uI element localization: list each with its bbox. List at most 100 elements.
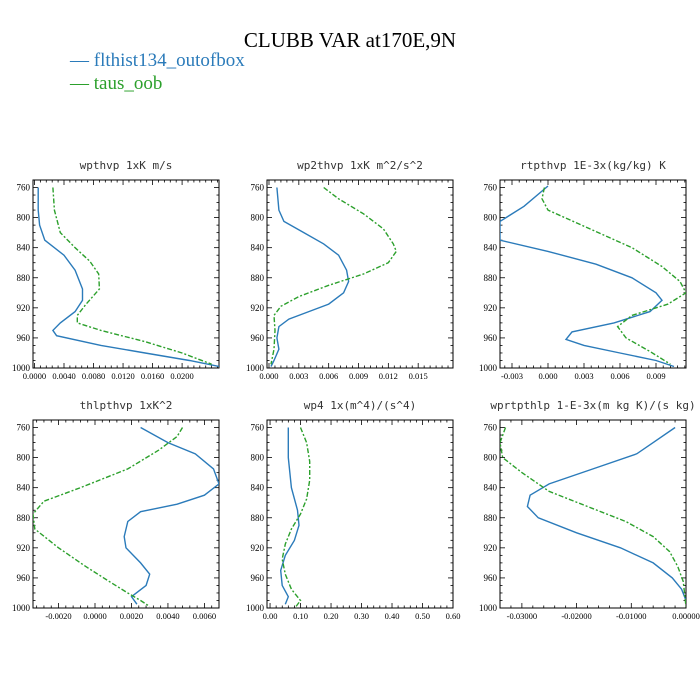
series-line-flthist134_outofbox [123, 426, 219, 605]
x-tick-label: 0.003 [289, 371, 308, 381]
y-tick-label: 800 [17, 453, 31, 463]
plot-frame [266, 419, 454, 609]
y-tick-label: 920 [17, 303, 31, 313]
y-tick-label: 960 [484, 333, 498, 343]
x-tick-label: 0.10 [293, 611, 308, 621]
plot-frame [266, 179, 454, 369]
series-line-flthist134_outofbox [500, 185, 675, 368]
series-line-flthist134_outofbox [526, 426, 686, 601]
x-tick-label: 0.0200 [170, 371, 193, 381]
y-tick-label: 840 [17, 483, 31, 493]
figure-title: CLUBB VAR at170E,9N [243, 28, 457, 52]
series-line-taus_oob [281, 427, 311, 607]
x-tick-label: 0.0000 [83, 611, 106, 621]
y-tick-label: 1000 [246, 603, 265, 613]
x-tick-label: 0.000 [259, 371, 278, 381]
y-tick-label: 840 [17, 243, 31, 253]
y-tick-label: 880 [484, 513, 498, 523]
x-tick-label: -0.003 [501, 371, 523, 381]
series-line-taus_oob [500, 427, 686, 607]
x-tick-label: 0.0040 [52, 371, 75, 381]
panel-6: wprtpthlp 1-E-3x(m kg K)/(s kg) 760 800 840… [479, 399, 700, 621]
y-tick-label: 760 [484, 423, 498, 433]
y-tick-label: 880 [17, 273, 31, 283]
x-tick-label: 0.0060 [193, 611, 216, 621]
x-tick-label: 0.006 [319, 371, 338, 381]
x-tick-label: 0.60 [446, 611, 461, 621]
x-tick-label: 0.003 [574, 371, 593, 381]
y-tick-label: 880 [251, 273, 265, 283]
y-tick-label: 760 [17, 183, 31, 193]
y-tick-label: 920 [251, 303, 265, 313]
x-tick-label: 0.0000 [23, 371, 46, 381]
y-tick-label: 960 [251, 573, 265, 583]
x-tick-label: -0.02000 [561, 611, 591, 621]
y-tick-label: 880 [251, 513, 265, 523]
x-tick-label: 0.0160 [141, 371, 164, 381]
panel-title: thlpthvp 1xK^2 [80, 399, 173, 412]
panel-title: wp2thvp 1xK m^2/s^2 [297, 159, 423, 172]
x-tick-label: 0.0080 [82, 371, 105, 381]
y-tick-label: 920 [17, 543, 31, 553]
y-tick-label: 760 [484, 183, 498, 193]
y-tick-label: 760 [17, 423, 31, 433]
panel-title: wp4 1x(m^4)/(s^4) [304, 399, 417, 412]
y-tick-label: 920 [484, 303, 498, 313]
x-tick-label: 0.015 [409, 371, 428, 381]
y-tick-label: 960 [251, 333, 265, 343]
x-tick-label: 0.009 [349, 371, 368, 381]
panel-2: wp2thvp 1xK m^2/s^2 760 800 840 880 920 960 100… [246, 159, 454, 381]
y-tick-label: 880 [17, 513, 31, 523]
plot-frame [32, 419, 220, 609]
x-tick-label: 0.012 [379, 371, 398, 381]
x-tick-label: -0.01000 [616, 611, 646, 621]
x-tick-label: 0.0040 [156, 611, 179, 621]
y-tick-label: 760 [251, 423, 265, 433]
y-tick-label: 840 [251, 483, 265, 493]
y-tick-label: 1000 [246, 363, 265, 373]
y-tick-label: 1000 [479, 603, 498, 613]
y-tick-label: 1000 [12, 363, 31, 373]
x-tick-label: 0.009 [646, 371, 665, 381]
plot-frame [499, 179, 687, 369]
y-tick-label: 960 [484, 573, 498, 583]
series-line-flthist134_outofbox [279, 427, 300, 605]
panel-4: thlpthvp 1xK^2 760 800 840 880 920 960 1000 -0.0… [12, 399, 220, 621]
panel-5: wp4 1x(m^4)/(s^4)76080084088092096010000… [246, 399, 460, 621]
legend-entry-series-1: — flthist134_outofbox [70, 50, 245, 71]
y-tick-label: 960 [17, 573, 31, 583]
y-tick-label: 800 [251, 453, 265, 463]
plot-frame [499, 419, 687, 609]
y-tick-label: 920 [484, 543, 498, 553]
x-tick-label: 0.20 [324, 611, 339, 621]
y-tick-label: 840 [484, 483, 498, 493]
x-tick-label: 0.006 [610, 371, 629, 381]
panel-title: wpthvp 1xK m/s [80, 159, 173, 172]
legend-entry-series-2: — taus_oob [70, 73, 163, 94]
panel-3: rtpthvp 1E-3x(kg/kg) K 760 800 840 880 920 960… [479, 159, 687, 381]
y-tick-label: 800 [251, 213, 265, 223]
series-line-taus_oob [541, 187, 686, 365]
series-line-taus_oob [33, 427, 184, 608]
panel-title: wprtpthlp 1-E-3x(m kg K)/(s kg) [490, 399, 695, 412]
x-tick-label: -0.03000 [507, 611, 537, 621]
plot-frame [32, 179, 220, 369]
y-tick-label: 800 [484, 453, 498, 463]
panel-1: wpthvp 1xK m/s76080084088092096010000.00… [12, 159, 220, 381]
y-tick-label: 880 [484, 273, 498, 283]
series-line-taus_oob [52, 187, 212, 365]
x-tick-label: 0.00000 [672, 611, 700, 621]
y-tick-label: 920 [251, 543, 265, 553]
x-tick-label: 0.0120 [111, 371, 134, 381]
y-tick-label: 840 [484, 243, 498, 253]
x-tick-label: 0.00 [263, 611, 278, 621]
x-tick-label: -0.0020 [45, 611, 71, 621]
panel-title: rtpthvp 1E-3x(kg/kg) K [520, 159, 666, 172]
y-tick-label: 760 [251, 183, 265, 193]
series-line-flthist134_outofbox [270, 187, 350, 367]
x-tick-label: 0.0020 [120, 611, 143, 621]
y-tick-label: 800 [484, 213, 498, 223]
y-tick-label: 840 [251, 243, 265, 253]
x-tick-label: 0.40 [385, 611, 400, 621]
